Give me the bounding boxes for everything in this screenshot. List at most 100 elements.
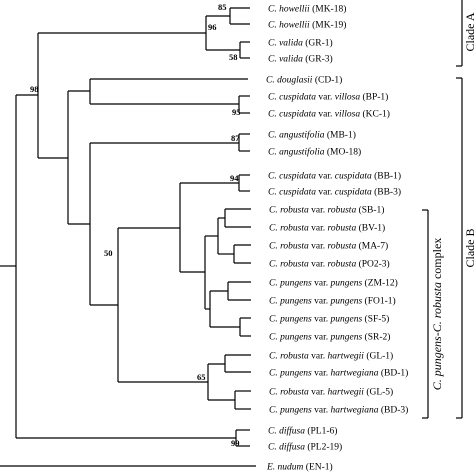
leaf-rank: var.	[316, 172, 335, 182]
leaf-code: (SF-5)	[362, 314, 389, 325]
leaf-label: C. pungens var. hartwegiana (BD-3)	[269, 405, 408, 416]
support-value: 65	[197, 372, 206, 382]
leaf-label: C. howellii (MK-18)	[268, 4, 346, 15]
leaf-code: (GL-5)	[364, 387, 393, 398]
leaf-label: C. howellii (MK-19)	[268, 20, 346, 31]
clade-b-label: Clade B	[463, 229, 474, 268]
leaf-code: (FO1-1)	[362, 296, 396, 307]
leaf-species: C. robusta	[269, 388, 309, 398]
leaf-label: E. nudum (EN-1)	[266, 462, 333, 473]
leaf-code: (CD-1)	[312, 75, 342, 86]
support-value: 94	[230, 173, 239, 183]
leaf-label: C. valida (GR-1)	[268, 38, 333, 49]
leaf-code: (EN-1)	[303, 462, 332, 473]
leaf-code: (MA-7)	[356, 241, 388, 252]
leaf-variety: robusta	[328, 206, 357, 216]
leaf-code: (MB-1)	[324, 130, 355, 141]
leaf-species: C. pungens	[269, 315, 312, 325]
leaf-species: C. pungens	[269, 297, 312, 307]
leaf-code: (GR-1)	[303, 38, 333, 49]
leaf-variety: cuspidata	[335, 188, 372, 198]
leaf-rank: var.	[309, 260, 328, 270]
leaf-species: C. robusta	[269, 260, 309, 270]
support-value: 87	[231, 133, 240, 143]
leaf-variety: pungens	[329, 333, 362, 343]
leaf-species: C. pungens	[269, 369, 312, 379]
leaf-code: (PL1-6)	[305, 426, 337, 437]
leaf-variety: villosa	[335, 93, 361, 103]
leaf-code: (SB-1)	[356, 205, 384, 216]
leaf-variety: pungens	[329, 279, 362, 289]
leaf-rank: var.	[312, 406, 331, 416]
leaf-code: (KC-1)	[360, 109, 390, 120]
leaf-code: (BD-3)	[379, 405, 409, 416]
leaf-rank: var.	[309, 242, 328, 252]
support-value: 50	[104, 248, 113, 258]
tree-branches	[0, 7, 256, 467]
leaf-label: C. cuspidata var. villosa (KC-1)	[268, 109, 390, 120]
leaf-label: C. angustifolia (MB-1)	[268, 130, 356, 141]
leaf-label: C. pungens var. pungens (ZM-12)	[269, 278, 398, 289]
leaf-label: C. pungens var. pungens (SF-5)	[269, 314, 389, 325]
complex-bracket: C. pungens-C. robusta complex	[422, 209, 444, 419]
leaf-rank: var.	[309, 224, 328, 234]
leaf-label: C. pungens var. pungens (FO1-1)	[269, 296, 396, 307]
leaf-code: (PO2-3)	[356, 259, 390, 270]
leaf-code: (MK-18)	[310, 4, 347, 15]
leaf-species: C. robusta	[269, 352, 309, 362]
leaf-code: (BB-1)	[372, 171, 401, 182]
leaf-species: E. nudum	[266, 463, 304, 473]
leaf-variety: robusta	[328, 260, 357, 270]
leaf-species: C. diffusa	[268, 426, 305, 437]
leaf-species: C. howellii	[268, 21, 310, 31]
support-value: 96	[208, 22, 217, 32]
leaf-rank: var.	[309, 388, 328, 398]
leaf-label: C. douglasii (CD-1)	[266, 75, 342, 86]
leaf-rank: var.	[316, 110, 335, 120]
clade-b-bracket: Clade B	[456, 77, 474, 419]
leaf-label: C. diffusa (PL1-6)	[268, 426, 337, 437]
leaf-label: C. robusta var. robusta (SB-1)	[269, 205, 384, 216]
leaf-code: (MO-18)	[324, 147, 361, 158]
leaf-code: (GR-3)	[303, 54, 333, 65]
leaf-variety: robusta	[328, 224, 357, 234]
leaf-species: C. cuspidata	[268, 110, 316, 120]
leaf-species: C. howellii	[268, 5, 310, 15]
leaf-variety: hartwegii	[328, 388, 365, 398]
leaf-label: C. robusta var. robusta (MA-7)	[269, 241, 388, 252]
leaf-species: C. pungens	[269, 279, 312, 289]
leaf-code: (MK-19)	[310, 20, 347, 31]
leaf-species: C. robusta	[269, 206, 309, 216]
leaf-label: C. pungens var. pungens (SR-2)	[269, 332, 390, 343]
leaf-label: C. angustifolia (MO-18)	[268, 147, 361, 158]
complex-label: C. pungens-C. robusta complex	[430, 238, 444, 391]
leaf-code: (BB-3)	[372, 187, 401, 198]
leaf-rank: var.	[312, 315, 331, 325]
leaf-species: C. angustifolia	[268, 130, 325, 141]
leaf-variety: villosa	[335, 110, 361, 120]
leaf-variety: pungens	[329, 297, 362, 307]
leaf-label: C. cuspidata var. cuspidata (BB-1)	[268, 171, 401, 182]
leaf-species: C. pungens	[269, 333, 312, 343]
leaf-rank: var.	[316, 188, 335, 198]
clade-a-bracket: Clade A	[456, 0, 474, 67]
leaf-variety: robusta	[328, 242, 357, 252]
leaf-code: (ZM-12)	[362, 278, 398, 289]
support-value: 95	[232, 107, 241, 117]
leaf-species: C. cuspidata	[268, 93, 316, 103]
leaf-variety: hartwegii	[328, 352, 365, 362]
leaf-rank: var.	[316, 93, 335, 103]
support-value: 99	[231, 438, 240, 448]
leaf-species: C. angustifolia	[268, 147, 325, 158]
leaf-species: C. valida	[268, 39, 303, 49]
leaf-label: C. cuspidata var. cuspidata (BB-3)	[268, 187, 401, 198]
tree-leaf-labels: C. howellii (MK-18)C. howellii (MK-19)C.…	[266, 4, 408, 473]
leaf-variety: cuspidata	[335, 172, 372, 182]
leaf-label: C. valida (GR-3)	[268, 54, 333, 65]
leaf-code: (GL-1)	[364, 351, 393, 362]
leaf-rank: var.	[309, 352, 328, 362]
leaf-label: C. robusta var. hartwegii (GL-1)	[269, 351, 393, 362]
leaf-variety: pungens	[329, 315, 362, 325]
